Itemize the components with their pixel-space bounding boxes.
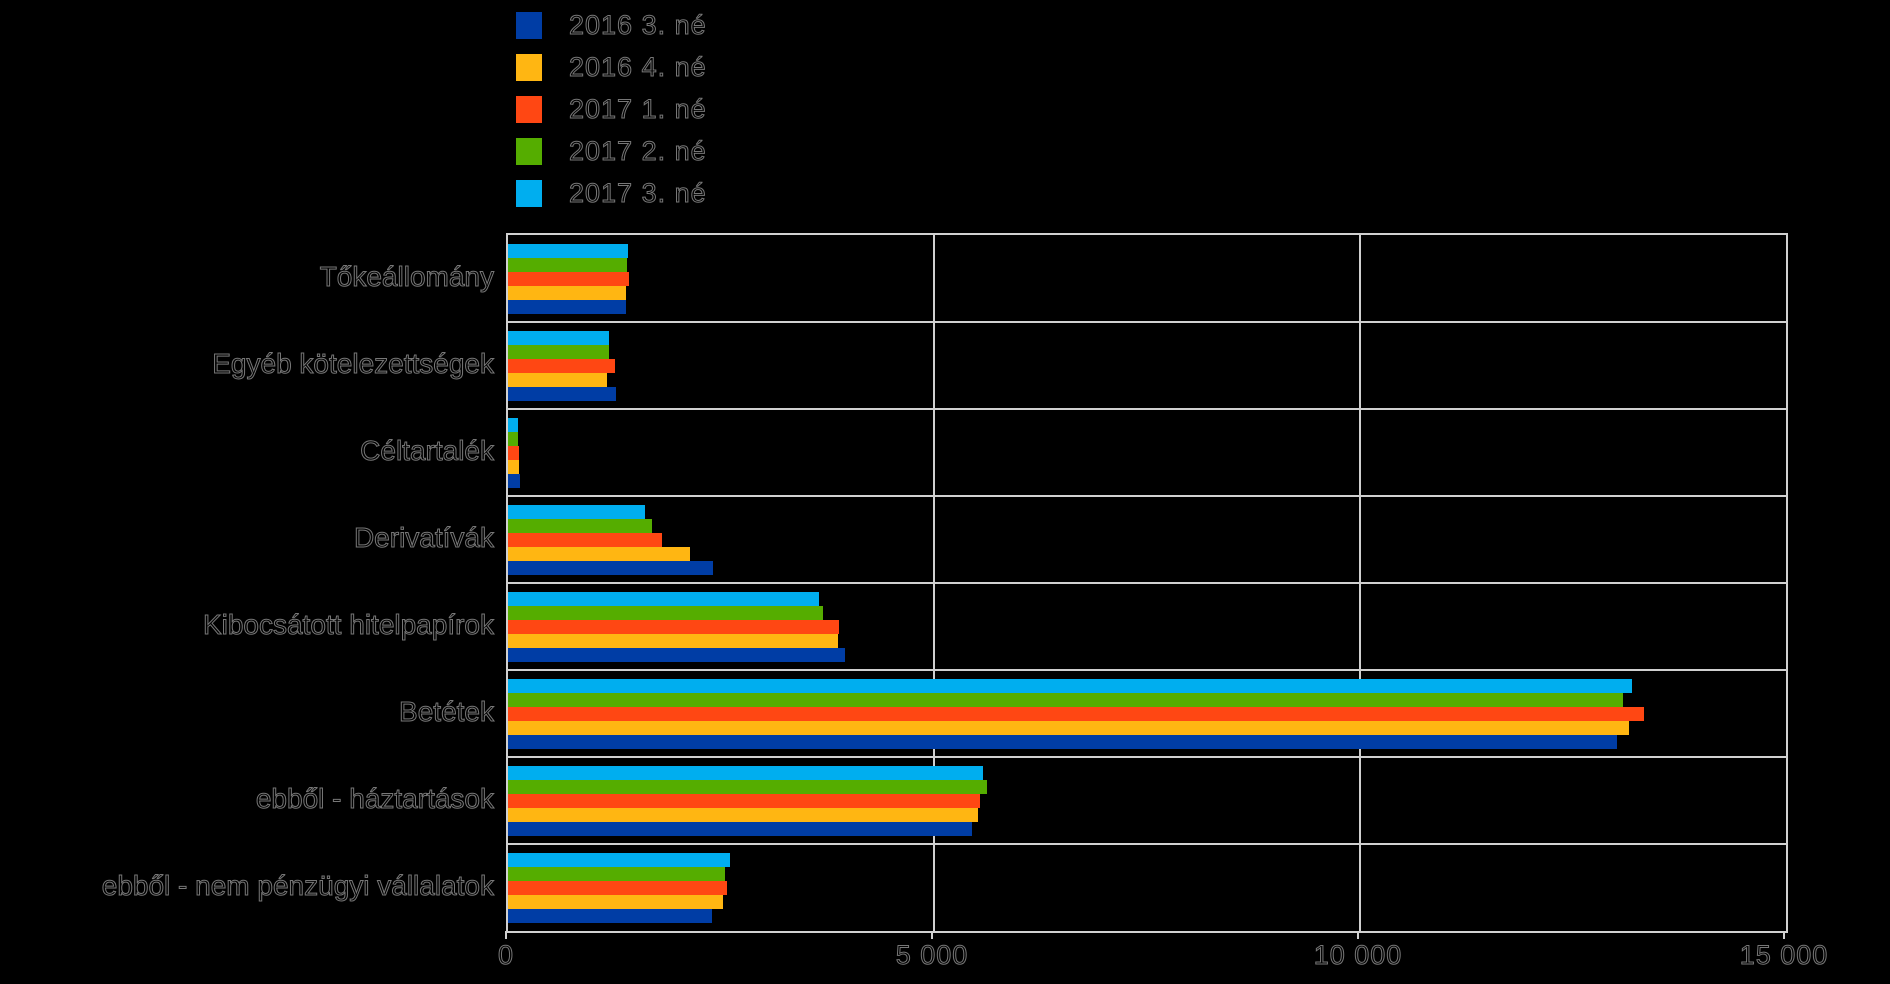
horizontal-gridline [508, 669, 1786, 671]
bar-2017-3-né-cat3 [508, 504, 645, 519]
horizontal-gridline [508, 843, 1786, 845]
bar-2016-4-né-cat3 [508, 546, 690, 561]
legend-swatch-icon [516, 179, 542, 207]
bar-2017-1-né-cat2 [508, 445, 519, 460]
bar-2017-2-né-cat3 [508, 518, 652, 533]
bar-2017-3-né-cat2 [508, 417, 518, 432]
bar-2017-2-né-cat6 [508, 779, 987, 794]
bar-2017-3-né-cat6 [508, 765, 983, 780]
bar-2017-3-né-cat5 [508, 678, 1632, 693]
x-tick-mark [1783, 931, 1785, 939]
bar-2017-2-né-cat7 [508, 866, 725, 881]
bar-2017-1-né-cat6 [508, 793, 980, 808]
x-tick-mark [505, 931, 507, 939]
legend-item: 2017 2. né [516, 130, 707, 172]
bar-2016-3-né-cat1 [508, 386, 616, 401]
horizontal-gridline [508, 582, 1786, 584]
bar-2017-2-né-cat5 [508, 692, 1623, 707]
bar-2017-2-né-cat1 [508, 344, 609, 359]
chart-legend: 2016 3. né 2016 4. né 2017 1. né 2017 2. né… [516, 4, 707, 214]
bar-2017-1-né-cat4 [508, 619, 839, 634]
x-tick-label: 15 000 [1739, 940, 1829, 971]
legend-label: 2017 1. né [569, 93, 707, 124]
bar-2016-4-né-cat7 [508, 894, 723, 909]
category-label: Betétek [399, 695, 495, 727]
bar-2016-4-né-cat6 [508, 807, 978, 822]
bar-2017-3-né-cat7 [508, 852, 730, 867]
bar-2016-4-né-cat0 [508, 285, 626, 300]
bar-2016-3-né-cat0 [508, 299, 626, 314]
legend-item: 2016 4. né [516, 46, 707, 88]
bar-2017-2-né-cat4 [508, 605, 823, 620]
bar-2017-3-né-cat0 [508, 243, 628, 258]
bar-2017-2-né-cat0 [508, 257, 627, 272]
bar-2016-4-né-cat1 [508, 372, 607, 387]
legend-label: 2017 2. né [569, 135, 707, 166]
legend-swatch-icon [516, 137, 542, 165]
bar-2017-2-né-cat2 [508, 431, 518, 446]
legend-item: 2017 3. né [516, 172, 707, 214]
bar-2016-4-né-cat2 [508, 459, 519, 474]
x-tick-mark [1357, 931, 1359, 939]
category-label: Kibocsátott hitelpapírok [202, 608, 494, 640]
horizontal-gridline [508, 321, 1786, 323]
bar-2017-3-né-cat4 [508, 591, 819, 606]
x-tick-label: 0 [497, 940, 515, 971]
bar-2016-3-né-cat5 [508, 734, 1617, 749]
horizontal-gridline [508, 408, 1786, 410]
bar-2016-3-né-cat4 [508, 647, 845, 662]
legend-item: 2016 3. né [516, 4, 707, 46]
bar-2017-1-né-cat0 [508, 271, 629, 286]
bar-2017-3-né-cat1 [508, 330, 609, 345]
legend-label: 2016 4. né [569, 51, 707, 82]
bar-2017-1-né-cat3 [508, 532, 662, 547]
bar-2016-4-né-cat5 [508, 720, 1629, 735]
legend-swatch-icon [516, 11, 542, 39]
legend-label: 2016 3. né [569, 9, 707, 40]
category-label: ebből - nem pénzügyi vállalatok [101, 869, 494, 901]
legend-swatch-icon [516, 53, 542, 81]
bar-2016-3-né-cat3 [508, 560, 713, 575]
bar-2016-3-né-cat2 [508, 473, 520, 488]
bar-2016-4-né-cat4 [508, 633, 838, 648]
horizontal-gridline [508, 756, 1786, 758]
bar-2017-1-né-cat5 [508, 706, 1644, 721]
category-label: Egyéb kötelezettségek [212, 347, 495, 379]
x-tick-label: 5 000 [895, 940, 969, 971]
bar-2017-1-né-cat7 [508, 880, 727, 895]
category-label: Céltartalék [360, 434, 495, 466]
category-label: Tőkeállomány [319, 260, 494, 292]
legend-item: 2017 1. né [516, 88, 707, 130]
category-label: Derivatívák [353, 521, 494, 553]
horizontal-gridline [508, 495, 1786, 497]
plot-area [506, 233, 1788, 933]
x-tick-label: 10 000 [1313, 940, 1403, 971]
bar-2017-1-né-cat1 [508, 358, 615, 373]
bar-2016-3-né-cat6 [508, 821, 972, 836]
bar-2016-3-né-cat7 [508, 908, 712, 923]
legend-label: 2017 3. né [569, 177, 707, 208]
legend-swatch-icon [516, 95, 542, 123]
category-label: ebből - háztartások [255, 782, 494, 814]
x-tick-mark [931, 931, 933, 939]
